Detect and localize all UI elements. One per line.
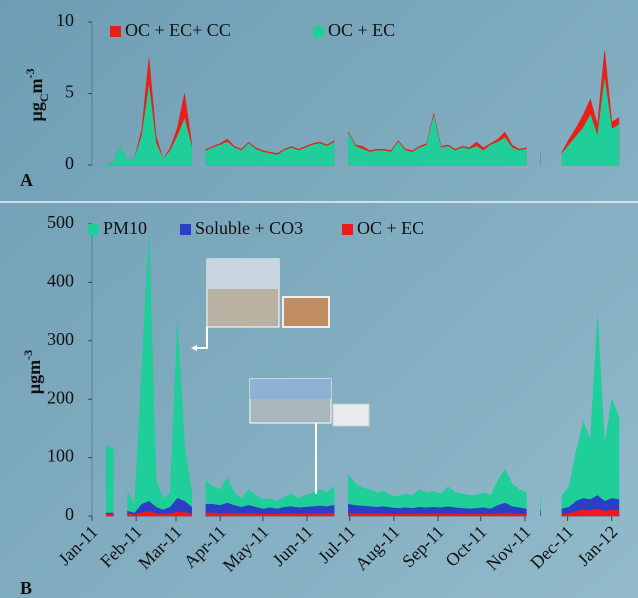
y-axis-label-part: -3 — [21, 350, 35, 360]
figure: 0510OC + EC+ CCOC + ECµgCm-3A01002003004… — [0, 0, 638, 598]
photo-sampler — [333, 404, 369, 426]
y-tick-label: 500 — [47, 212, 74, 232]
y-axis-label-part: C — [37, 93, 51, 102]
legend-label: Soluble + CO3 — [195, 218, 303, 238]
legend-swatch — [180, 224, 191, 235]
y-tick-label: 5 — [65, 82, 74, 102]
legend-swatch — [110, 26, 121, 37]
y-tick-label: 200 — [47, 387, 74, 407]
legend-label: OC + EC — [328, 20, 395, 40]
y-tick-label: 0 — [65, 153, 74, 173]
panel-label: B — [20, 578, 32, 598]
area — [106, 446, 113, 516]
photo-filter — [283, 297, 329, 327]
photo-sky — [250, 379, 331, 399]
legend-label: OC + EC — [357, 218, 424, 238]
legend-swatch — [313, 26, 324, 37]
y-tick-label: 100 — [47, 446, 74, 466]
y-axis-label-part: µg — [26, 102, 46, 121]
legend-label: OC + EC+ CC — [125, 20, 231, 40]
y-tick-label: 300 — [47, 329, 74, 349]
area — [106, 514, 113, 516]
legend-swatch — [342, 224, 353, 235]
photo-sky — [207, 259, 279, 289]
y-axis-label-part: -3 — [23, 68, 37, 78]
y-tick-label: 0 — [65, 504, 74, 524]
legend-swatch — [88, 224, 99, 235]
y-axis-label-part: µgm — [24, 360, 44, 394]
y-tick-label: 10 — [56, 10, 74, 30]
legend-label: PM10 — [103, 218, 147, 238]
y-axis-label-part: m — [26, 78, 46, 93]
page: 0510OC + EC+ CCOC + ECµgCm-3A01002003004… — [0, 0, 638, 598]
panel-label: A — [20, 170, 33, 190]
y-tick-label: 400 — [47, 271, 74, 291]
